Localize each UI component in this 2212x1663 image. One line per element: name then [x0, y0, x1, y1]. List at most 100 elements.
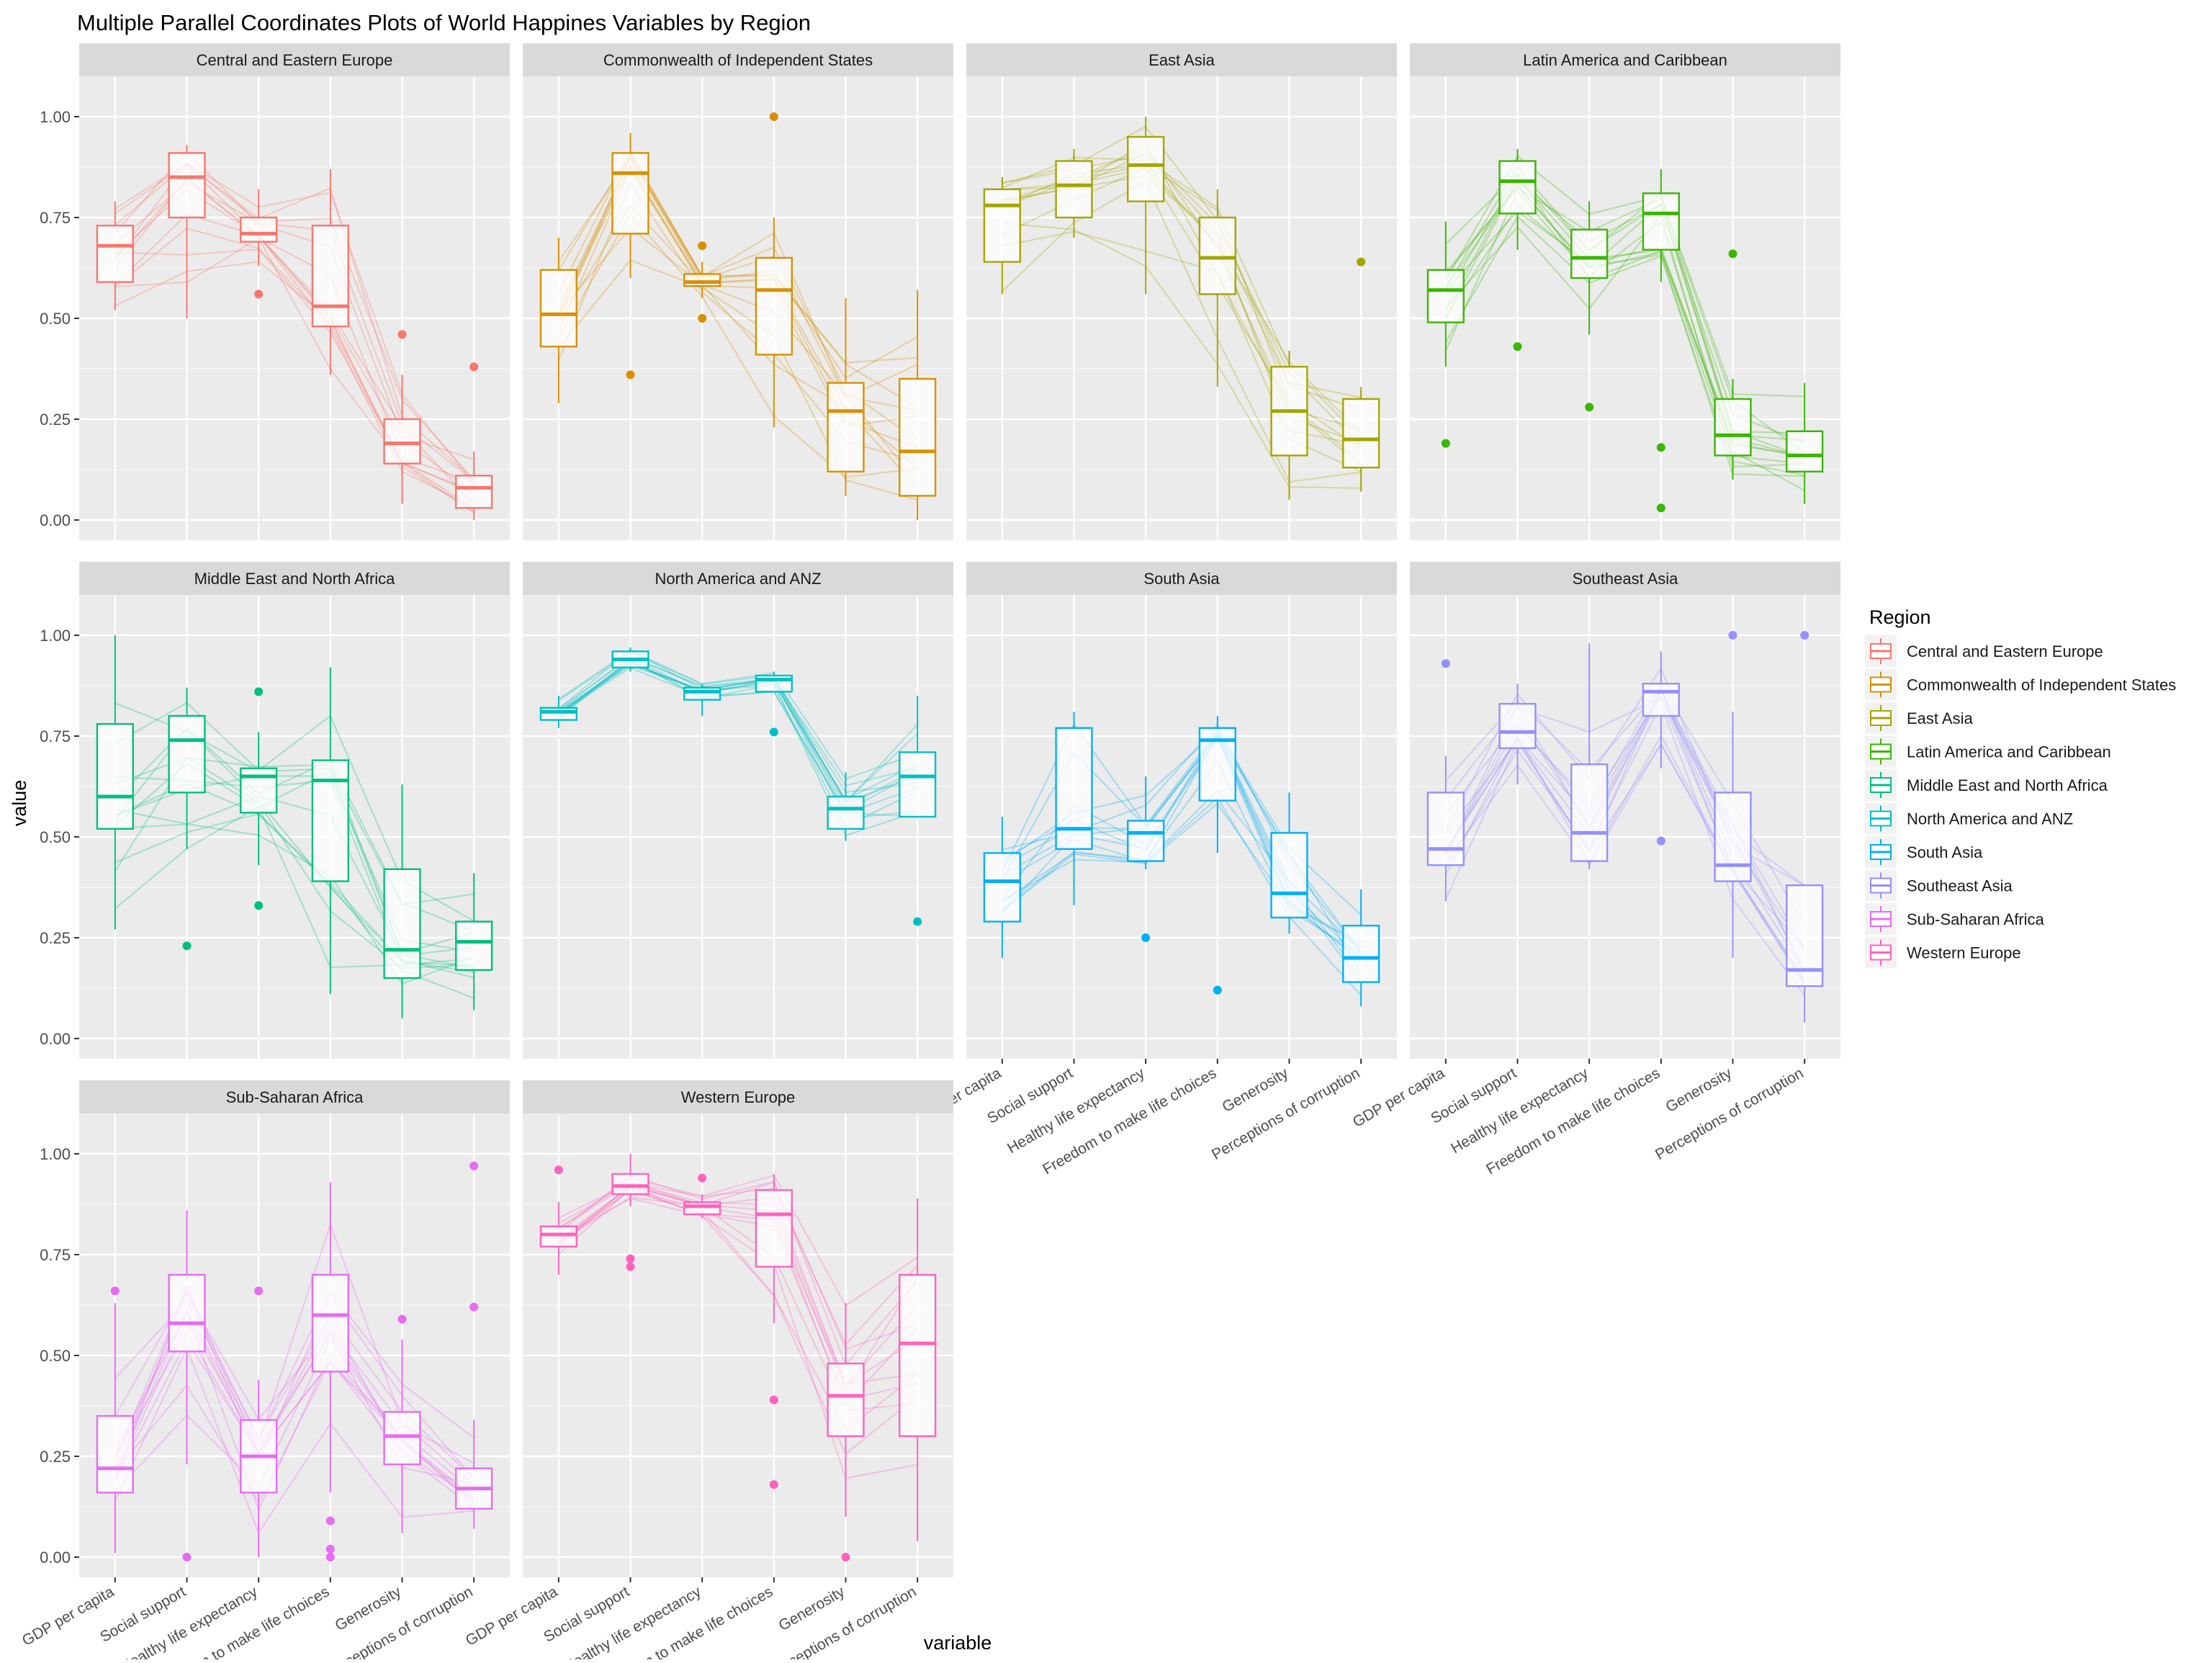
legend-label: Latin America and Caribbean: [1907, 743, 2111, 761]
box-body: [611, 152, 649, 235]
box-freedom-to-make-life-choices: [1642, 651, 1680, 846]
facet-panels: Central and Eastern Europe 0.00 0.25 0.50 0.…: [19, 43, 1840, 1663]
legend-label: South Asia: [1907, 843, 1983, 861]
outlier-point: [626, 1254, 635, 1263]
box-social-support: [168, 1210, 206, 1561]
box-generosity: [1270, 350, 1308, 500]
box-social-support: [1498, 148, 1537, 351]
box-freedom-to-make-life-choices: [311, 1182, 349, 1561]
facet-strip: [966, 562, 1397, 595]
legend-item-north-america-and-anz: North America and ANZ: [1865, 802, 2073, 835]
facet-plot-background: [966, 76, 1397, 540]
facet-strip-label: Central and Eastern Europe: [197, 51, 393, 69]
box-healthy-life-expectancy: [1570, 201, 1609, 412]
box-body: [311, 759, 349, 882]
facet-strip: [79, 562, 510, 595]
box-healthy-life-expectancy: [683, 1173, 721, 1219]
box-body: [1426, 269, 1465, 323]
box-body: [383, 1411, 421, 1466]
box-body: [1570, 228, 1609, 279]
facet-strip: [523, 562, 953, 595]
facet-panel-commonwealth-of-independent-states: Commonwealth of Independent States: [523, 43, 953, 540]
outlier-point: [1513, 342, 1522, 351]
box-freedom-to-make-life-choices: [1642, 169, 1680, 513]
box-healthy-life-expectancy: [1127, 776, 1165, 942]
outlier-point: [325, 1516, 335, 1525]
box-body: [383, 418, 421, 465]
facet-panel-east-asia: East Asia: [966, 43, 1397, 540]
parallel-line: [1444, 205, 1805, 478]
legend-item-middle-east-and-north-africa: Middle East and North Africa: [1865, 769, 2108, 801]
facet-plot-background: [1410, 595, 1840, 1059]
box-generosity: [383, 784, 421, 1018]
box-body: [455, 475, 493, 509]
outlier-point: [182, 941, 192, 951]
facet-panel-middle-east-and-north-africa: Middle East and North Africa 0.00 0.25 0.50…: [40, 562, 510, 1059]
box-freedom-to-make-life-choices: [1198, 189, 1236, 387]
box-healthy-life-expectancy: [240, 189, 278, 299]
box-freedom-to-make-life-choices: [755, 112, 793, 428]
outlier-point: [841, 1553, 850, 1561]
box-body: [1127, 135, 1165, 202]
box-body: [683, 273, 721, 287]
facet-plot-background: [523, 76, 953, 540]
facet-strip-label: North America and ANZ: [655, 570, 821, 588]
box-body: [1055, 160, 1093, 219]
box-social-support: [1055, 712, 1093, 906]
parallel-line: [1002, 222, 1362, 489]
box-generosity: [827, 772, 865, 841]
facet-panel-sub-saharan-africa: Sub-Saharan Africa0.000.250.500.751.00GD…: [19, 1080, 510, 1663]
parallel-line: [558, 661, 918, 800]
box-generosity: [827, 298, 865, 496]
outlier-point: [469, 1161, 479, 1170]
box-healthy-life-expectancy: [683, 683, 721, 716]
box-perceptions-of-corruption: [455, 1161, 493, 1529]
legend-item-sub-saharan-africa: Sub-Saharan Africa: [1865, 903, 2045, 935]
box-gdp-per-capita: [539, 1165, 577, 1275]
legend-item-western-europe: Western Europe: [1865, 936, 2021, 969]
y-tick-label: 0.00: [40, 511, 71, 529]
y-tick-label: 0.50: [40, 828, 71, 846]
y-tick-label: 0.75: [40, 727, 71, 745]
facet-strip: [79, 43, 510, 76]
parallel-line: [558, 259, 918, 501]
box-body: [1714, 792, 1752, 882]
outlier-point: [254, 687, 264, 696]
box-perceptions-of-corruption: [1342, 889, 1380, 1007]
facet-plot-background: [523, 595, 953, 1059]
box-freedom-to-make-life-choices: [755, 671, 793, 737]
outlier-point: [698, 1173, 707, 1183]
facet-panel-north-america-and-anz: North America and ANZ: [523, 562, 953, 1059]
box-gdp-per-capita: [96, 1286, 134, 1554]
box-healthy-life-expectancy: [683, 241, 721, 323]
y-tick-label: 1.00: [40, 1145, 71, 1163]
y-tick-label: 1.00: [40, 108, 71, 126]
facet-strip: [966, 43, 1397, 76]
outlier-point: [325, 1553, 335, 1561]
legend-item-southeast-asia: Southeast Asia: [1865, 869, 2013, 902]
outlier-point: [769, 112, 778, 121]
parallel-line: [114, 1346, 475, 1535]
parallel-line: [1002, 797, 1362, 996]
box-freedom-to-make-life-choices: [755, 1174, 793, 1489]
y-tick-label: 0.00: [40, 1030, 71, 1048]
box-gdp-per-capita: [983, 177, 1021, 295]
box-body: [1270, 832, 1308, 919]
legend-label: Western Europe: [1907, 944, 2021, 962]
box-body: [168, 152, 206, 219]
box-body: [1642, 683, 1680, 717]
facet-strip-label: Southeast Asia: [1573, 570, 1679, 588]
box-perceptions-of-corruption: [1786, 382, 1824, 504]
outlier-point: [1441, 439, 1450, 448]
y-axis-label: value: [9, 780, 30, 827]
y-tick-label: 0.25: [40, 1448, 71, 1466]
outlier-point: [397, 330, 407, 339]
box-perceptions-of-corruption: [455, 873, 493, 1010]
box-gdp-per-capita: [539, 238, 577, 403]
outlier-point: [469, 362, 479, 372]
box-healthy-life-expectancy: [1570, 643, 1609, 869]
chart-title: Multiple Parallel Coordinates Plots of W…: [77, 10, 811, 35]
parallel-line: [1445, 742, 1806, 981]
